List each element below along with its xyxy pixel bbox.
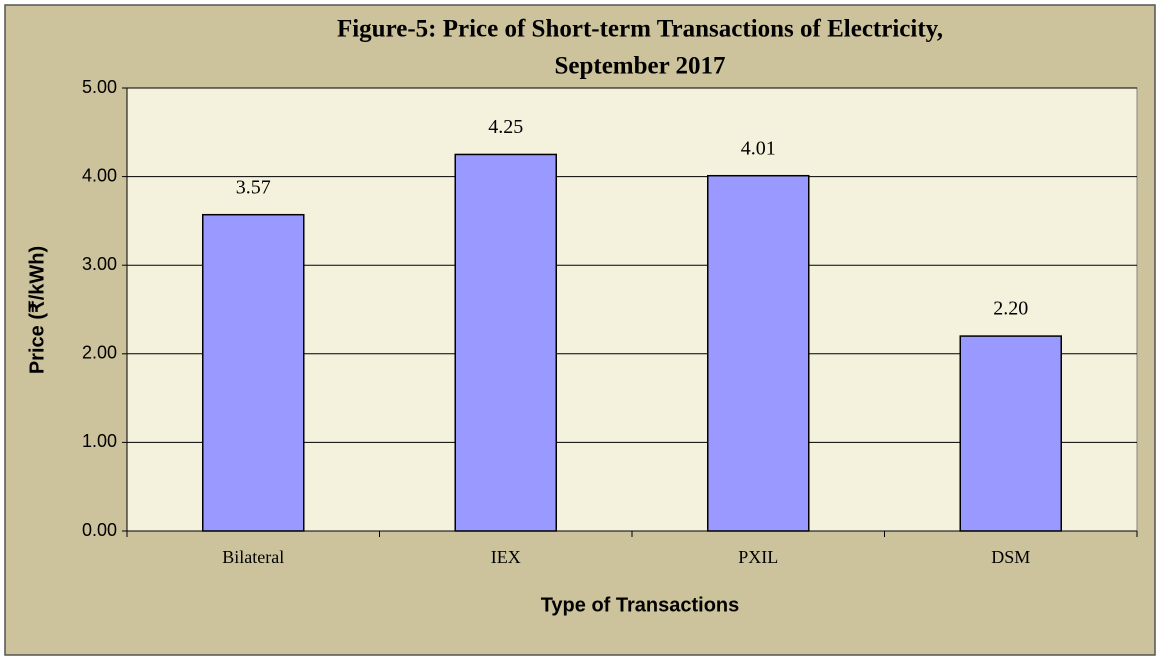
bar (202, 213, 305, 532)
y-axis-label: Price (₹/kWh) (26, 246, 48, 374)
chart-title: Figure-5: Price of Short-term Transactio… (337, 16, 943, 43)
x-tick-label: Bilateral (222, 547, 284, 567)
chart-title: September 2017 (554, 53, 725, 80)
data-label: 3.57 (236, 176, 271, 198)
bar (959, 335, 1062, 532)
data-label: 4.25 (488, 116, 523, 138)
bar (707, 174, 810, 532)
x-axis-label: Type of Transactions (541, 594, 740, 616)
y-tick-label: 2.00 (82, 343, 117, 363)
bar (454, 153, 557, 532)
y-tick-label: 4.00 (82, 165, 117, 185)
data-label: 4.01 (741, 137, 776, 159)
y-tick-label: 1.00 (82, 431, 117, 451)
y-tick-label: 5.00 (82, 77, 117, 97)
x-tick-label: DSM (991, 547, 1030, 567)
y-tick-label: 0.00 (82, 520, 117, 540)
y-tick-label: 3.00 (82, 254, 117, 274)
x-tick-label: PXIL (738, 547, 778, 567)
x-tick-label: IEX (491, 547, 521, 567)
data-label: 2.20 (993, 298, 1028, 320)
